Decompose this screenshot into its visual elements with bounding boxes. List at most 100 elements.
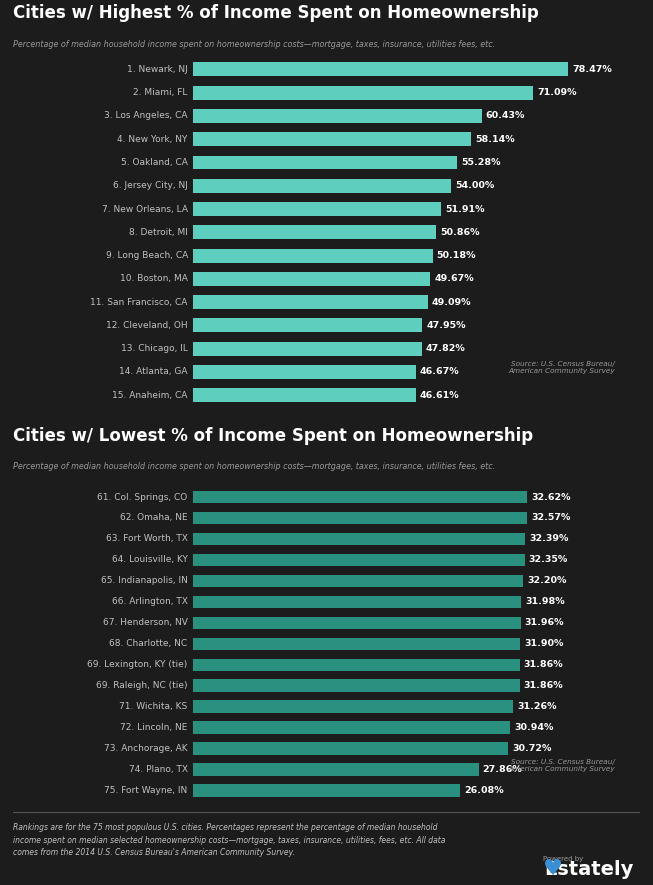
Bar	[193, 743, 508, 755]
Bar	[193, 63, 568, 76]
Text: 68. Charlotte, NC: 68. Charlotte, NC	[110, 639, 187, 649]
Text: 11. San Francisco, CA: 11. San Francisco, CA	[91, 297, 188, 306]
Bar	[193, 389, 416, 402]
Text: Percentage of median household income spent on homeownership costs—mortgage, tax: Percentage of median household income sp…	[13, 40, 495, 49]
Bar	[193, 596, 521, 608]
Text: 31.90%: 31.90%	[524, 639, 564, 649]
Text: 49.67%: 49.67%	[434, 274, 474, 283]
Bar	[193, 132, 471, 146]
Text: 47.95%: 47.95%	[426, 321, 466, 330]
Text: 55.28%: 55.28%	[461, 158, 501, 167]
Bar	[193, 365, 416, 379]
Text: 6. Jersey City, NJ: 6. Jersey City, NJ	[113, 181, 188, 190]
Text: 26.08%: 26.08%	[464, 786, 504, 795]
Bar	[193, 554, 524, 566]
Text: 32.35%: 32.35%	[529, 556, 568, 565]
Bar	[193, 680, 520, 692]
Text: 27.86%: 27.86%	[483, 766, 522, 774]
Bar	[193, 342, 422, 356]
Text: 51.91%: 51.91%	[445, 204, 485, 213]
Bar	[193, 512, 527, 524]
Text: Rankings are for the 75 most populous U.S. cities. Percentages represent the per: Rankings are for the 75 most populous U.…	[13, 823, 445, 858]
Text: 66. Arlington, TX: 66. Arlington, TX	[112, 597, 187, 606]
Text: 78.47%: 78.47%	[572, 65, 612, 73]
Text: 63. Fort Worth, TX: 63. Fort Worth, TX	[106, 535, 187, 543]
Text: 49.09%: 49.09%	[432, 297, 471, 306]
Text: 46.67%: 46.67%	[420, 367, 460, 376]
Bar	[193, 319, 422, 333]
Bar	[193, 202, 441, 216]
Bar	[193, 637, 520, 650]
Bar	[193, 296, 428, 309]
Text: 64. Louisville, KY: 64. Louisville, KY	[112, 556, 187, 565]
Text: 32.62%: 32.62%	[532, 493, 571, 502]
Bar	[193, 249, 433, 263]
Text: 71. Wichita, KS: 71. Wichita, KS	[119, 703, 187, 712]
Text: 5. Oakland, CA: 5. Oakland, CA	[121, 158, 188, 167]
Text: 73. Anchorage, AK: 73. Anchorage, AK	[104, 744, 187, 753]
Text: 61. Col. Springs, CO: 61. Col. Springs, CO	[97, 493, 187, 502]
Text: 65. Indianapolis, IN: 65. Indianapolis, IN	[101, 576, 187, 585]
Text: 10. Boston, MA: 10. Boston, MA	[120, 274, 188, 283]
Text: 71.09%: 71.09%	[537, 88, 577, 97]
Text: 2. Miami, FL: 2. Miami, FL	[133, 88, 188, 97]
Bar	[193, 109, 482, 123]
Text: 14. Atlanta, GA: 14. Atlanta, GA	[119, 367, 188, 376]
Bar	[193, 617, 520, 629]
Text: 47.82%: 47.82%	[426, 344, 465, 353]
Text: 31.96%: 31.96%	[525, 619, 564, 627]
Text: Estately: Estately	[545, 860, 633, 879]
Text: 67. Henderson, NV: 67. Henderson, NV	[103, 619, 187, 627]
Text: 30.94%: 30.94%	[514, 723, 554, 732]
Text: 32.57%: 32.57%	[531, 513, 570, 522]
Text: 54.00%: 54.00%	[455, 181, 494, 190]
Text: 7. New Orleans, LA: 7. New Orleans, LA	[102, 204, 188, 213]
Text: 3. Los Angeles, CA: 3. Los Angeles, CA	[104, 112, 188, 120]
Text: Powered by: Powered by	[543, 856, 583, 862]
Text: 9. Long Beach, CA: 9. Long Beach, CA	[106, 251, 188, 260]
Text: 60.43%: 60.43%	[486, 112, 525, 120]
Text: 8. Detroit, MI: 8. Detroit, MI	[129, 227, 188, 237]
Text: 30.72%: 30.72%	[512, 744, 551, 753]
Bar	[193, 490, 528, 504]
Bar	[193, 721, 510, 734]
Text: Cities w/ Lowest % of Income Spent on Homeownership: Cities w/ Lowest % of Income Spent on Ho…	[13, 427, 534, 444]
Bar	[193, 700, 513, 713]
Text: 58.14%: 58.14%	[475, 135, 515, 143]
Text: 31.26%: 31.26%	[518, 703, 557, 712]
Bar	[193, 574, 523, 588]
Bar	[193, 658, 520, 671]
Text: 50.18%: 50.18%	[437, 251, 476, 260]
Bar	[193, 179, 451, 193]
Text: 32.39%: 32.39%	[529, 535, 569, 543]
Bar	[193, 784, 460, 797]
Bar	[193, 533, 525, 545]
Text: Percentage of median household income spent on homeownership costs—mortgage, tax: Percentage of median household income sp…	[13, 462, 495, 471]
Text: 4. New York, NY: 4. New York, NY	[118, 135, 188, 143]
Text: 31.86%: 31.86%	[524, 681, 564, 690]
Bar	[193, 272, 430, 286]
Text: 75. Fort Wayne, IN: 75. Fort Wayne, IN	[104, 786, 187, 795]
Text: 32.20%: 32.20%	[527, 576, 567, 585]
Text: 72. Lincoln, NE: 72. Lincoln, NE	[120, 723, 187, 732]
Text: 1. Newark, NJ: 1. Newark, NJ	[127, 65, 188, 73]
Bar	[193, 86, 533, 100]
Text: 13. Chicago, IL: 13. Chicago, IL	[121, 344, 188, 353]
Text: Source: U.S. Census Bureau/
American Community Survey: Source: U.S. Census Bureau/ American Com…	[509, 759, 615, 772]
Bar	[193, 226, 436, 239]
Text: 31.86%: 31.86%	[524, 660, 564, 669]
Text: 74. Plano, TX: 74. Plano, TX	[129, 766, 187, 774]
Text: 31.98%: 31.98%	[525, 597, 565, 606]
Bar	[193, 764, 479, 776]
Text: ♥: ♥	[543, 859, 564, 879]
Text: 50.86%: 50.86%	[440, 227, 479, 237]
Text: 12. Cleveland, OH: 12. Cleveland, OH	[106, 321, 188, 330]
Text: 62. Omaha, NE: 62. Omaha, NE	[120, 513, 187, 522]
Text: 15. Anaheim, CA: 15. Anaheim, CA	[112, 391, 188, 400]
Text: Cities w/ Highest % of Income Spent on Homeownership: Cities w/ Highest % of Income Spent on H…	[13, 4, 539, 22]
Text: Source: U.S. Census Bureau/
American Community Survey: Source: U.S. Census Bureau/ American Com…	[509, 361, 615, 373]
Bar	[193, 156, 457, 169]
Text: 46.61%: 46.61%	[420, 391, 459, 400]
Text: 69. Raleigh, NC (tie): 69. Raleigh, NC (tie)	[96, 681, 187, 690]
Text: 69. Lexington, KY (tie): 69. Lexington, KY (tie)	[88, 660, 187, 669]
